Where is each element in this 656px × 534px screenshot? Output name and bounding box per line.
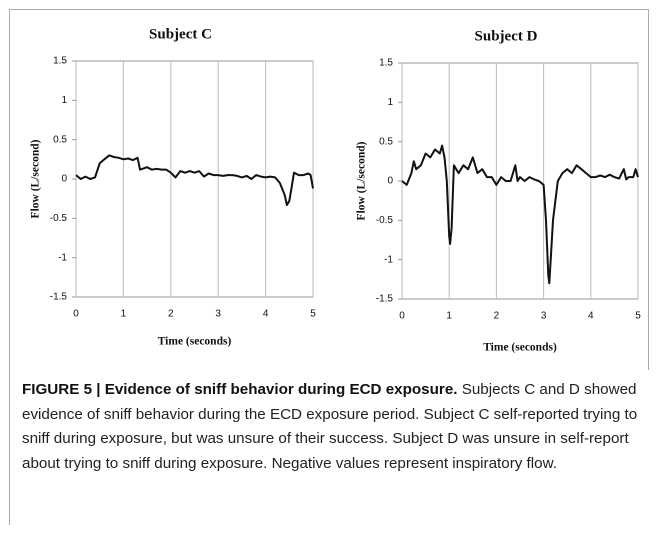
y-tick-label: 1.5 xyxy=(53,56,67,67)
x-tick-label: 0 xyxy=(73,309,79,320)
x-tick-label: 2 xyxy=(494,311,500,322)
y-tick-label: 1 xyxy=(387,97,393,108)
y-tick-label: -1 xyxy=(384,254,393,265)
figure-frame xyxy=(9,9,649,370)
y-tick-label: 0.5 xyxy=(379,136,393,147)
x-tick-label: 5 xyxy=(310,309,316,320)
y-tick-label: 0 xyxy=(61,174,67,185)
y-tick-label: -1 xyxy=(58,252,67,263)
y-tick-label: -1.5 xyxy=(50,292,68,303)
x-axis-label: Time (seconds) xyxy=(483,342,557,354)
x-tick-label: 3 xyxy=(541,311,547,322)
y-tick-label: 1.5 xyxy=(379,58,393,69)
y-tick-label: -0.5 xyxy=(50,213,68,224)
x-tick-label: 1 xyxy=(121,309,127,320)
y-tick-label: 0.5 xyxy=(53,134,67,145)
y-axis-label: Flow (L/second) xyxy=(30,139,42,218)
x-axis-label: Time (seconds) xyxy=(158,336,232,348)
caption-bar xyxy=(9,369,10,525)
x-tick-label: 0 xyxy=(399,311,405,322)
y-tick-label: -0.5 xyxy=(376,215,394,226)
y-tick-label: 0 xyxy=(387,176,393,187)
figure: 0 1 2 3 4 5 1.5 1 0.5 0 -0.5 -1 -1.5 Subject C Time (s… xyxy=(30,26,642,354)
caption-text: Subjects C and D showed evidence of snif… xyxy=(22,381,638,472)
y-tick-label: 1 xyxy=(61,95,67,106)
chart-title: Subject C xyxy=(149,26,212,42)
x-tick-label: 4 xyxy=(588,311,594,322)
x-tick-label: 2 xyxy=(168,309,174,320)
x-tick-label: 5 xyxy=(635,311,641,322)
y-axis-label: Flow (L/second) xyxy=(356,141,368,220)
x-tick-label: 4 xyxy=(263,309,269,320)
caption-label: FIGURE 5 | Evidence of sniff behavior du… xyxy=(22,381,458,398)
plot-area xyxy=(401,62,639,300)
data-line xyxy=(401,144,639,285)
x-tick-label: 3 xyxy=(215,309,221,320)
x-tick-label: 1 xyxy=(446,311,452,322)
data-line xyxy=(75,154,314,206)
caption: FIGURE 5 | Evidence of sniff behavior du… xyxy=(22,378,650,476)
y-tick-label: -1.5 xyxy=(376,294,394,305)
chart-title: Subject D xyxy=(475,28,538,44)
